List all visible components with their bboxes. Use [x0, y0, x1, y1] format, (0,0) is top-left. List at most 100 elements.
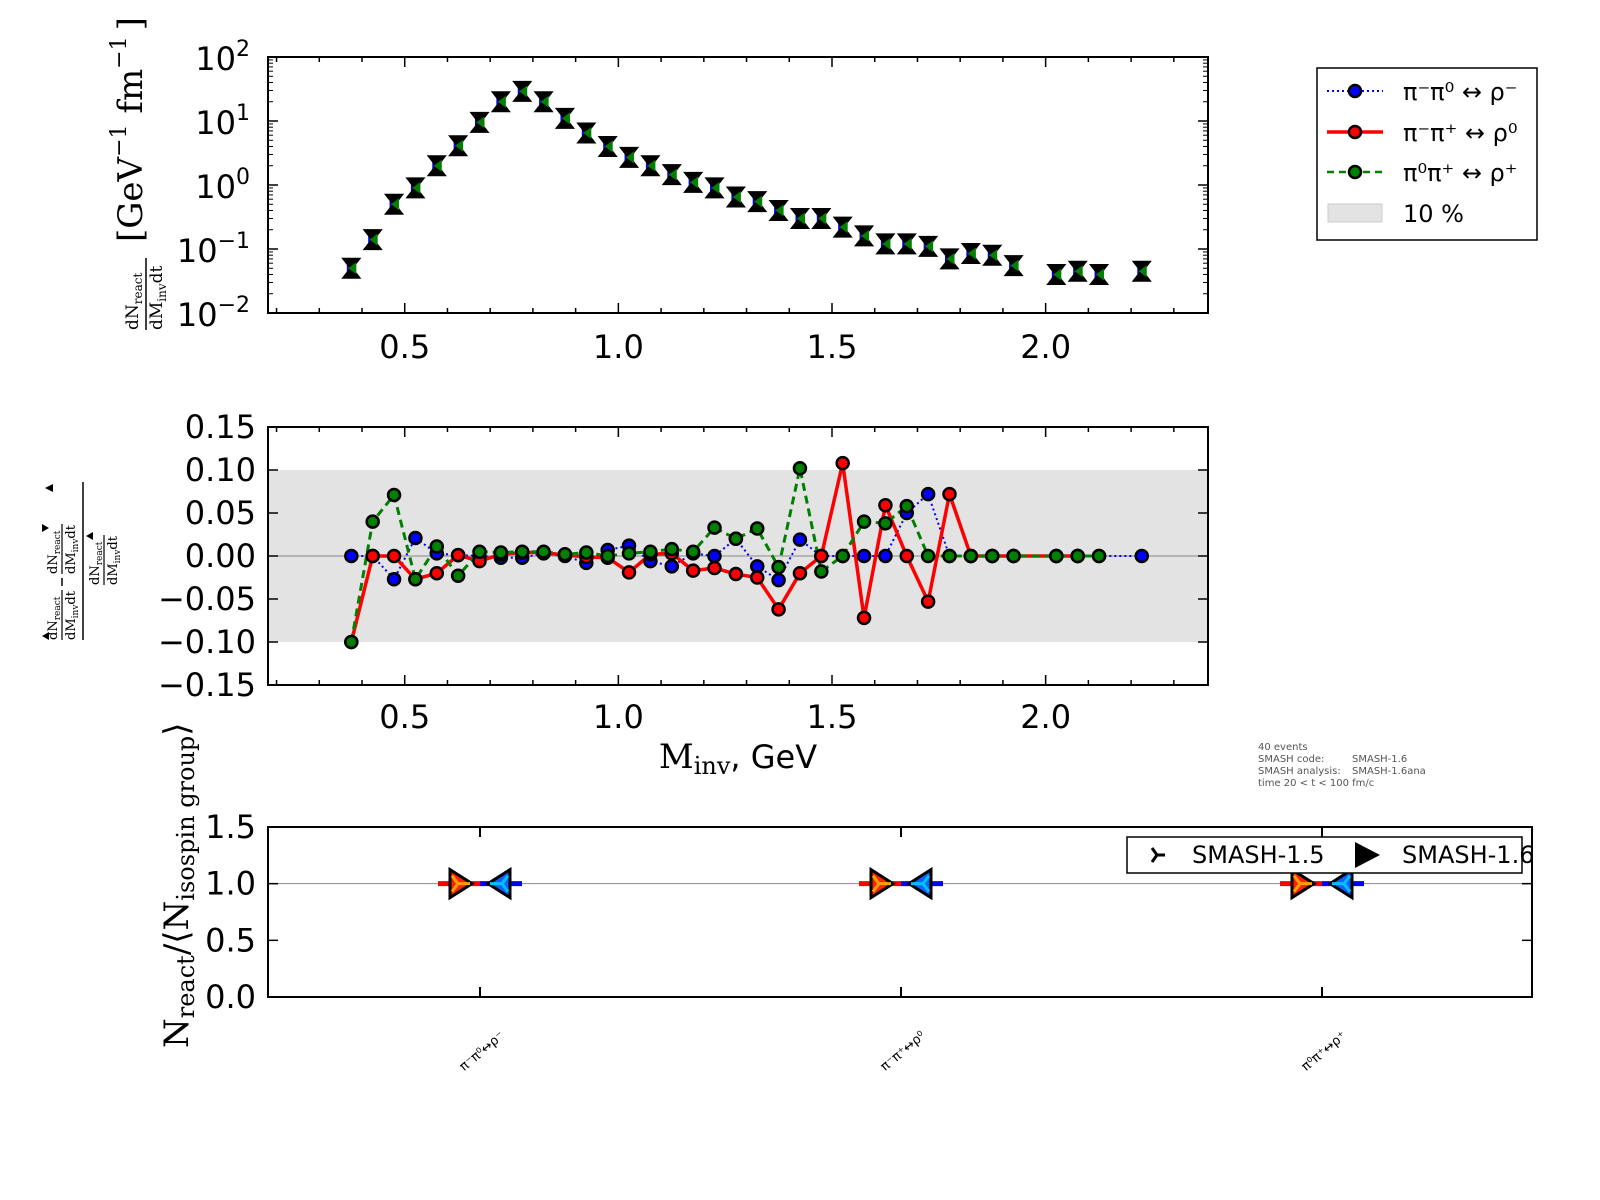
isospin-ratio-point [859, 866, 943, 901]
mid-axis-ticks [268, 426, 1208, 686]
ylabel-numerator: dNreact [123, 273, 145, 330]
bot-xtick-label: π⁻π⁺↔ρ⁰ [878, 1029, 929, 1075]
top-axes-frame [267, 56, 1209, 314]
triangle-left-marker [690, 176, 699, 189]
spectrum-point [618, 146, 640, 168]
top-ytick-label: 10−1 [177, 229, 250, 270]
spectrum-point [1131, 260, 1152, 282]
top-ytick-label: 102 [195, 37, 250, 78]
data-point [792, 461, 808, 476]
spectrum-point [554, 107, 576, 129]
data-point [621, 546, 637, 561]
triangle-left-marker [626, 151, 635, 164]
run-info: 40 events SMASH code: SMASH-1.6 SMASH an… [1258, 742, 1426, 789]
spectrum-point [768, 199, 789, 221]
data-point [856, 610, 872, 626]
spectrum-point [918, 235, 939, 257]
data-point [685, 563, 701, 578]
spectrum-point [853, 225, 875, 247]
data-point [749, 570, 765, 585]
isospin-ratio-marks [438, 866, 1364, 901]
triangle-left-marker [989, 249, 998, 262]
triangle-up-icon [86, 532, 93, 540]
isospin-ratio-point [438, 866, 522, 901]
data-point [878, 516, 893, 531]
spectrum-point [469, 111, 490, 133]
mid-y-axis-label: dNreact dMinvdt dNreact dMinvdt dNreact … [42, 482, 123, 640]
spectrum-point [725, 186, 746, 208]
spectrum-point [490, 91, 511, 113]
series-line-solid [349, 462, 1078, 643]
bot-y-tick-labels: 1.5 1.0 0.5 0.0 [205, 808, 256, 1016]
data-point [429, 539, 445, 554]
triangle-left-marker [348, 262, 357, 275]
data-point [1006, 548, 1021, 564]
data-point [814, 548, 829, 564]
spectrum-point [811, 207, 832, 229]
spectrum-point [939, 248, 960, 270]
bot-y-axis-label: Nreact/⟨Nisospin group⟩ [157, 722, 200, 1048]
smash15-marker-cyan [1332, 874, 1352, 893]
triangle-left-marker [391, 198, 400, 211]
data-point [920, 548, 936, 564]
top-y-tick-labels: 102 101 100 10−1 10−2 [177, 37, 250, 334]
data-point [771, 602, 786, 617]
version-legend: SMASH-1.5 SMASH-1.6 [1126, 836, 1534, 874]
info-code-value: SMASH-1.6 [1352, 754, 1407, 765]
triangle-up-icon [42, 632, 49, 640]
spectrum-point [789, 207, 811, 229]
deviation-series-points [344, 455, 1150, 650]
data-point [1070, 548, 1085, 564]
mid-ytick-label: −0.10 [158, 623, 256, 661]
data-point [344, 548, 359, 564]
info-code-label: SMASH code: [1258, 754, 1324, 765]
info-time: time 20 < t < 100 fm/c [1258, 778, 1374, 789]
triangle-left-marker [476, 116, 485, 129]
data-point [984, 548, 1000, 564]
spectrum-point [512, 80, 533, 102]
data-point [643, 544, 658, 559]
mid-ytick-label: −0.15 [158, 666, 256, 704]
bot-xtick-label: π⁰π⁺↔ρ⁺ [1299, 1029, 1350, 1075]
data-point [771, 559, 786, 575]
data-point [365, 514, 380, 529]
data-point [429, 565, 445, 581]
smash15-marker-orange [871, 874, 891, 893]
triangle-left-marker [711, 181, 720, 194]
version-legend-label: SMASH-1.5 [1192, 841, 1324, 869]
legend-marker-blue [1347, 83, 1363, 99]
data-point [792, 565, 808, 581]
legend-marker-red [1347, 124, 1363, 140]
legend-entry-green: π⁰π⁺ ↔ ρ⁺ [1327, 159, 1517, 187]
legend-entry-band: 10 % [1327, 200, 1464, 228]
spectrum-point [960, 243, 981, 265]
top-xtick-label: 1.0 [593, 328, 644, 366]
bot-ytick-label: 1.0 [205, 865, 256, 903]
triangle-right-icon [1355, 842, 1380, 868]
tri-right-icon [1150, 847, 1165, 863]
data-point [386, 548, 402, 564]
spectrum-point [832, 216, 853, 238]
smash15-marker-orange [1292, 874, 1312, 893]
ylabel-num-c: dNreact [88, 541, 105, 585]
triangle-left-marker [732, 190, 741, 203]
mid-xtick-label: 1.0 [593, 698, 644, 736]
data-point [685, 544, 701, 559]
data-point [942, 548, 957, 564]
legend-entry-blue: π⁻π⁰ ↔ ρ⁻ [1327, 78, 1517, 106]
triangle-left-marker [861, 229, 870, 242]
triangle-left-marker [1053, 268, 1062, 281]
triangle-left-marker [583, 126, 592, 139]
data-point [878, 498, 893, 513]
mid-ytick-label: −0.05 [158, 580, 256, 618]
data-point [600, 548, 615, 564]
spectrum-point [405, 177, 426, 199]
spectrum-point [982, 244, 1003, 266]
ylabel-den-c: dMinvdt [106, 535, 123, 585]
data-point [408, 530, 423, 546]
data-point [835, 455, 850, 471]
triangle-left-marker [604, 140, 613, 153]
data-point [963, 548, 979, 564]
mid-x-axis-label: Minv, GeV [659, 737, 817, 780]
spectrum-point [533, 91, 554, 113]
